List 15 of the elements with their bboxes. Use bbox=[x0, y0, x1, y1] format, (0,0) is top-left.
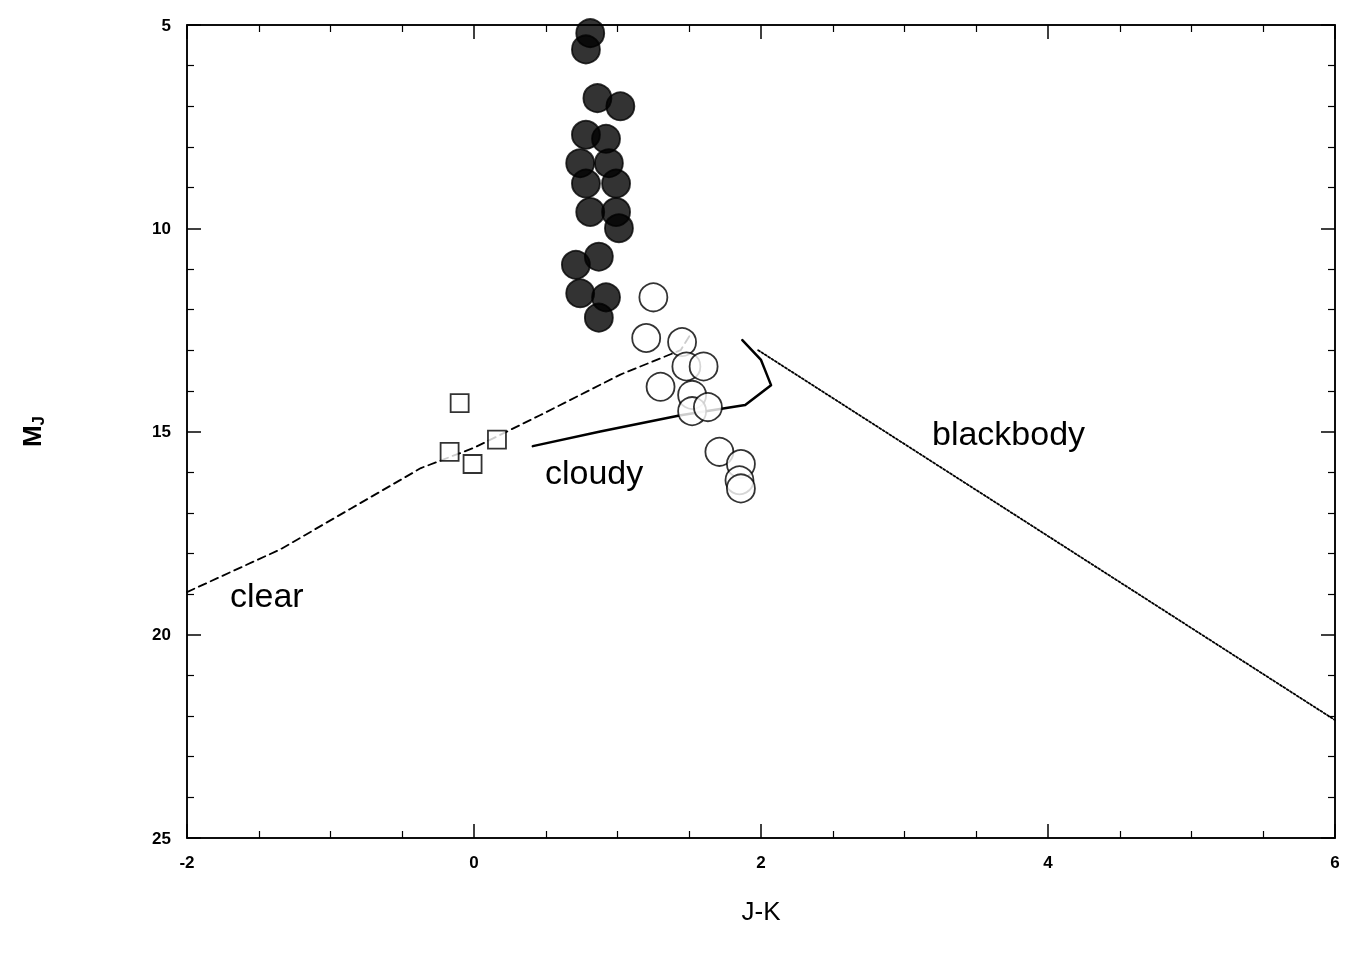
x-tick-label: 6 bbox=[1330, 853, 1340, 872]
y-tick-label: 10 bbox=[152, 218, 171, 238]
annotation: cloudy bbox=[545, 453, 644, 491]
x-axis-title: J-K bbox=[741, 896, 782, 926]
y-tick-label: 20 bbox=[152, 625, 171, 645]
y-tick-label: 25 bbox=[152, 828, 171, 848]
y-tick-label: 5 bbox=[161, 15, 171, 35]
y-tick-label: 15 bbox=[152, 422, 171, 441]
x-tick-label: 2 bbox=[756, 853, 766, 872]
x-tick-label: -2 bbox=[179, 853, 195, 872]
x-tick-label: 0 bbox=[469, 853, 479, 872]
x-tick-label: 4 bbox=[1043, 853, 1054, 872]
annotation: clear bbox=[230, 576, 304, 614]
y-axis-title: MJ bbox=[16, 415, 48, 448]
annotation: blackbody bbox=[932, 414, 1086, 452]
